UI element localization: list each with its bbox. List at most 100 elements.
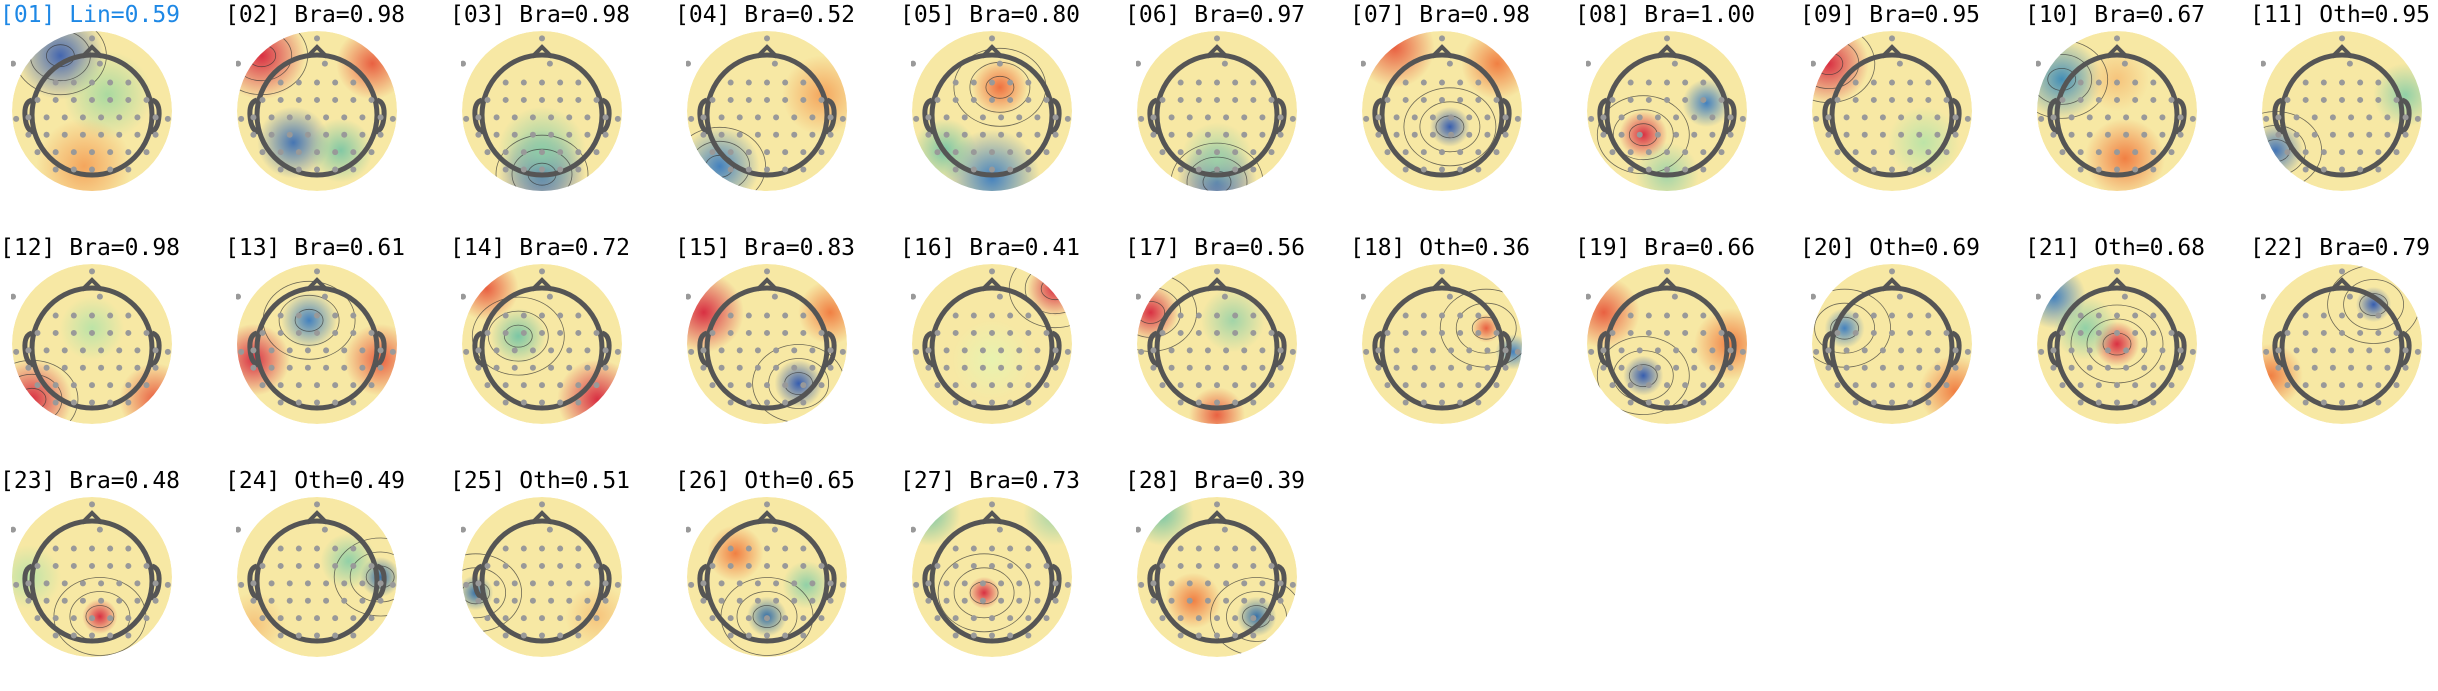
topomap[interactable]: [686, 30, 848, 192]
topomap[interactable]: [686, 263, 848, 425]
topomap[interactable]: [1361, 263, 1523, 425]
component-label[interactable]: [09] Bra=0.95: [1800, 0, 2025, 32]
right-ear-outline: [600, 97, 612, 135]
topomap[interactable]: [461, 496, 623, 658]
component-label[interactable]: [23] Bra=0.48: [0, 466, 225, 498]
component-tile[interactable]: [13] Bra=0.61: [225, 233, 450, 458]
topomap[interactable]: [2261, 30, 2423, 192]
component-tile[interactable]: [22] Bra=0.79: [2250, 233, 2438, 458]
topomap[interactable]: [1136, 496, 1298, 658]
component-tile[interactable]: [06] Bra=0.97: [1125, 0, 1350, 225]
component-label[interactable]: [16] Bra=0.41: [900, 233, 1125, 265]
topomap[interactable]: [2036, 30, 2198, 192]
component-tile[interactable]: [08] Bra=1.00: [1575, 0, 1800, 225]
component-label[interactable]: [18] Oth=0.36: [1350, 233, 1575, 265]
component-tile[interactable]: [11] Oth=0.95: [2250, 0, 2438, 225]
topomap[interactable]: [236, 30, 398, 192]
component-tile[interactable]: [07] Bra=0.98: [1350, 0, 1575, 225]
component-tile[interactable]: [14] Bra=0.72: [450, 233, 675, 458]
component-label[interactable]: [02] Bra=0.98: [225, 0, 450, 32]
topomap[interactable]: [1811, 30, 1973, 192]
component-tile[interactable]: [26] Oth=0.65: [675, 466, 900, 691]
sensor-dot: [1700, 329, 1707, 336]
component-label[interactable]: [01] Lin=0.59: [0, 0, 225, 32]
sensor-dot: [1250, 79, 1257, 86]
component-tile[interactable]: [20] Oth=0.69: [1800, 233, 2025, 458]
topomap[interactable]: [236, 263, 398, 425]
component-label[interactable]: [24] Oth=0.49: [225, 466, 450, 498]
component-tile[interactable]: [12] Bra=0.98: [0, 233, 225, 458]
component-tile[interactable]: [15] Bra=0.83: [675, 233, 900, 458]
component-tile[interactable]: [16] Bra=0.41: [900, 233, 1125, 458]
component-tile[interactable]: [10] Bra=0.67: [2025, 0, 2250, 225]
topomap[interactable]: [461, 263, 623, 425]
topomap[interactable]: [911, 496, 1073, 658]
topomap[interactable]: [1586, 263, 1748, 425]
sensor-dot: [1600, 347, 1607, 354]
component-label[interactable]: [19] Bra=0.66: [1575, 233, 1800, 265]
component-label[interactable]: [13] Bra=0.61: [225, 233, 450, 265]
component-label[interactable]: [20] Oth=0.69: [1800, 233, 2025, 265]
component-tile[interactable]: [21] Oth=0.68: [2025, 233, 2250, 458]
topomap[interactable]: [911, 263, 1073, 425]
sensor-dot: [2095, 149, 2102, 156]
component-label[interactable]: [21] Oth=0.68: [2025, 233, 2250, 265]
component-tile[interactable]: [02] Bra=0.98: [225, 0, 450, 225]
topomap[interactable]: [2261, 263, 2423, 425]
component-tile[interactable]: [19] Bra=0.66: [1575, 233, 1800, 458]
component-label[interactable]: [08] Bra=1.00: [1575, 0, 1800, 32]
sensor-dot: [1195, 79, 1202, 86]
sensor-dot: [70, 166, 77, 173]
topomap[interactable]: [461, 30, 623, 192]
component-label[interactable]: [14] Bra=0.72: [450, 233, 675, 265]
sensor-dot: [277, 79, 284, 86]
component-label[interactable]: [26] Oth=0.65: [675, 466, 900, 498]
topomap[interactable]: [911, 30, 1073, 192]
component-label[interactable]: [11] Oth=0.95: [2250, 0, 2438, 32]
topomap[interactable]: [2036, 263, 2198, 425]
topomap[interactable]: [1811, 263, 1973, 425]
sensor-dot: [961, 580, 968, 587]
topomap[interactable]: [1586, 30, 1748, 192]
component-label[interactable]: [07] Bra=0.98: [1350, 0, 1575, 32]
sensor-dot: [25, 114, 32, 121]
component-label[interactable]: [28] Bra=0.39: [1125, 466, 1350, 498]
sensor-dot: [1384, 382, 1391, 389]
topomap[interactable]: [1136, 263, 1298, 425]
component-tile[interactable]: [24] Oth=0.49: [225, 466, 450, 691]
topomap[interactable]: [11, 30, 173, 192]
topomap[interactable]: [686, 496, 848, 658]
topomap[interactable]: [1361, 30, 1523, 192]
component-label[interactable]: [17] Bra=0.56: [1125, 233, 1350, 265]
component-tile[interactable]: [18] Oth=0.36: [1350, 233, 1575, 458]
sensor-dot: [377, 597, 384, 604]
component-tile[interactable]: [05] Bra=0.80: [900, 0, 1125, 225]
sensor-dot: [1934, 364, 1941, 371]
component-tile[interactable]: [25] Oth=0.51: [450, 466, 675, 691]
component-tile[interactable]: [04] Bra=0.52: [675, 0, 900, 225]
component-label[interactable]: [03] Bra=0.98: [450, 0, 675, 32]
sensor-dot: [1502, 131, 1509, 138]
component-tile[interactable]: [17] Bra=0.56: [1125, 233, 1350, 458]
component-label[interactable]: [04] Bra=0.52: [675, 0, 900, 32]
component-tile[interactable]: [03] Bra=0.98: [450, 0, 675, 225]
component-label[interactable]: [10] Bra=0.67: [2025, 0, 2250, 32]
sensor-dot: [286, 131, 293, 138]
component-label[interactable]: [05] Bra=0.80: [900, 0, 1125, 32]
sensor-dot: [1043, 149, 1050, 156]
component-label[interactable]: [25] Oth=0.51: [450, 466, 675, 498]
component-label[interactable]: [06] Bra=0.97: [1125, 0, 1350, 32]
component-tile[interactable]: [23] Bra=0.48: [0, 466, 225, 691]
topomap[interactable]: [11, 263, 173, 425]
topomap[interactable]: [236, 496, 398, 658]
topomap[interactable]: [1136, 30, 1298, 192]
component-label[interactable]: [27] Bra=0.73: [900, 466, 1125, 498]
component-tile[interactable]: [27] Bra=0.73: [900, 466, 1125, 691]
component-label[interactable]: [15] Bra=0.83: [675, 233, 900, 265]
component-label[interactable]: [22] Bra=0.79: [2250, 233, 2438, 265]
component-tile[interactable]: [09] Bra=0.95: [1800, 0, 2025, 225]
topomap[interactable]: [11, 496, 173, 658]
component-label[interactable]: [12] Bra=0.98: [0, 233, 225, 265]
component-tile[interactable]: [01] Lin=0.59: [0, 0, 225, 225]
component-tile[interactable]: [28] Bra=0.39: [1125, 466, 1350, 691]
